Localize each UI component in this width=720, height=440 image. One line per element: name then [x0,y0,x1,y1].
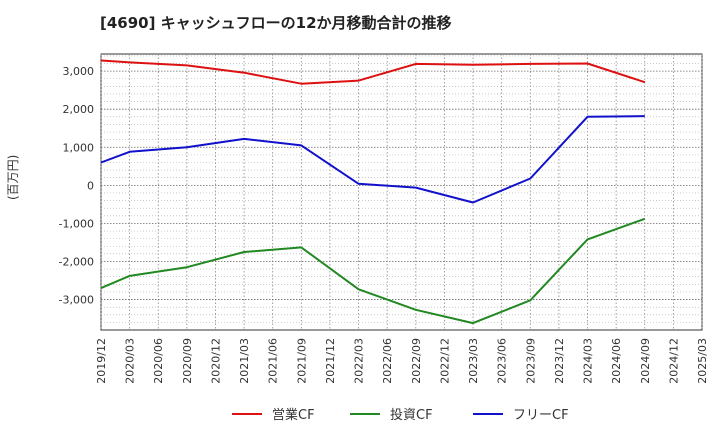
x-tick-label: 2022/03 [353,338,366,384]
y-tick-label: 2,000 [63,103,95,116]
x-tick-label: 2021/03 [238,338,251,384]
x-tick-label: 2025/03 [696,338,709,384]
y-tick-label: 3,000 [63,65,95,78]
legend-label: フリーCF [513,408,569,423]
x-tick-label: 2020/03 [124,338,137,384]
x-tick-label: 2021/09 [295,338,308,384]
x-tick-label: 2024/03 [582,338,595,384]
x-tick-label: 2019/12 [95,338,108,384]
chart-title: [4690] キャッシュフローの12か月移動合計の推移 [100,14,452,32]
x-tick-label: 2022/09 [410,338,423,384]
y-tick-label: -2,000 [59,255,94,268]
x-tick-label: 2024/06 [610,338,623,384]
x-tick-label: 2023/09 [524,338,537,384]
x-tick-label: 2020/06 [152,338,165,384]
y-tick-label: 0 [87,179,94,192]
x-tick-label: 2021/12 [324,338,337,384]
x-tick-label: 2020/12 [209,338,222,384]
x-tick-label: 2024/12 [667,338,680,384]
series-line-3 [100,115,645,204]
y-tick-label: -1,000 [59,217,94,230]
series-line-1 [100,59,646,85]
x-tick-label: 2022/06 [381,338,394,384]
x-tick-label: 2020/09 [181,338,194,384]
x-tick-label: 2022/12 [438,338,451,384]
x-tick-label: 2023/06 [496,338,509,384]
y-tick-label: 1,000 [63,141,95,154]
x-tick-label: 2021/06 [267,338,280,384]
plot-area [100,53,703,331]
y-tick-label: -3,000 [59,294,94,307]
x-tick-label: 2024/09 [639,338,652,384]
legend-label: 営業CF [272,407,315,423]
series-line-2 [100,217,646,325]
legend-label: 投資CF [390,407,433,423]
x-tick-label: 2023/03 [467,338,480,384]
x-tick-label: 2023/12 [553,338,566,384]
